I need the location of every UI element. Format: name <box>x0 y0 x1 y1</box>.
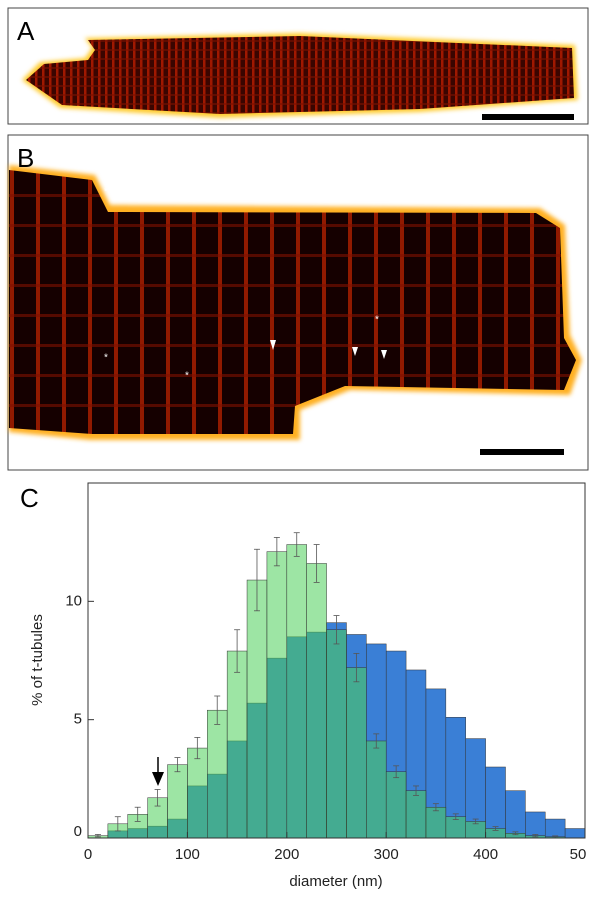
bar <box>306 563 327 839</box>
error-bar <box>472 818 479 825</box>
error-bar <box>432 803 439 812</box>
y-tick-label: 5 <box>74 711 82 728</box>
error-bar <box>393 765 400 779</box>
y-tick-label: 10 <box>65 592 82 609</box>
scale-bar <box>480 449 564 455</box>
asterisk: * <box>375 315 379 326</box>
error-bar <box>492 826 499 831</box>
error-bar <box>194 737 201 760</box>
bar <box>366 740 387 839</box>
bar <box>405 790 427 839</box>
y-axis-label: % of t-tubules <box>29 614 46 706</box>
arrowhead <box>270 340 276 350</box>
arrowhead <box>381 350 387 359</box>
arrow-head <box>152 772 164 786</box>
bar <box>167 764 188 839</box>
bar <box>564 828 586 839</box>
bar <box>207 709 228 839</box>
plot-frame <box>87 482 586 839</box>
scale-bar <box>482 114 574 120</box>
error-bar <box>413 785 420 796</box>
bar <box>505 790 526 839</box>
cell-image <box>26 36 574 114</box>
error-bar <box>313 544 320 583</box>
x-tick-label: 100 <box>175 846 200 863</box>
x-tick-label: 50 <box>570 846 587 863</box>
arrowhead <box>352 347 358 356</box>
bar <box>425 806 447 839</box>
bar <box>346 667 367 839</box>
x-tick-label: 300 <box>374 846 399 863</box>
bar <box>226 650 248 839</box>
error-bar <box>532 834 539 838</box>
error-bar <box>154 789 161 807</box>
panel-label: C <box>20 483 39 513</box>
error-bar <box>333 615 340 645</box>
error-bar <box>373 733 380 749</box>
asterisk: * <box>185 371 189 382</box>
x-axis-label: diameter (nm) <box>289 873 382 890</box>
error-bar <box>273 537 280 567</box>
x-tick-label: 200 <box>274 846 299 863</box>
x-tick-label: 0 <box>84 846 92 863</box>
bar <box>246 579 268 839</box>
error-bar <box>253 548 260 612</box>
bar <box>266 551 288 839</box>
x-tick-label: 400 <box>473 846 498 863</box>
asterisk: * <box>104 353 108 364</box>
panel-label: B <box>17 143 34 173</box>
error-bar <box>293 532 300 557</box>
bar <box>544 818 566 839</box>
error-bar <box>214 695 221 725</box>
bar <box>187 747 208 839</box>
error-bar <box>512 831 519 836</box>
asterisk: * <box>104 187 108 198</box>
bar <box>286 544 307 839</box>
error-bar <box>94 834 101 838</box>
bar <box>326 629 347 839</box>
error-bar <box>114 816 121 832</box>
error-bar <box>452 813 459 820</box>
error-bar <box>134 806 141 822</box>
error-bar <box>234 629 241 673</box>
error-bar <box>353 653 360 683</box>
panel-label: A <box>17 16 35 46</box>
bar <box>385 771 407 839</box>
cell-image <box>9 170 576 434</box>
y-tick-label: 0 <box>74 823 82 840</box>
error-bar <box>174 757 181 773</box>
